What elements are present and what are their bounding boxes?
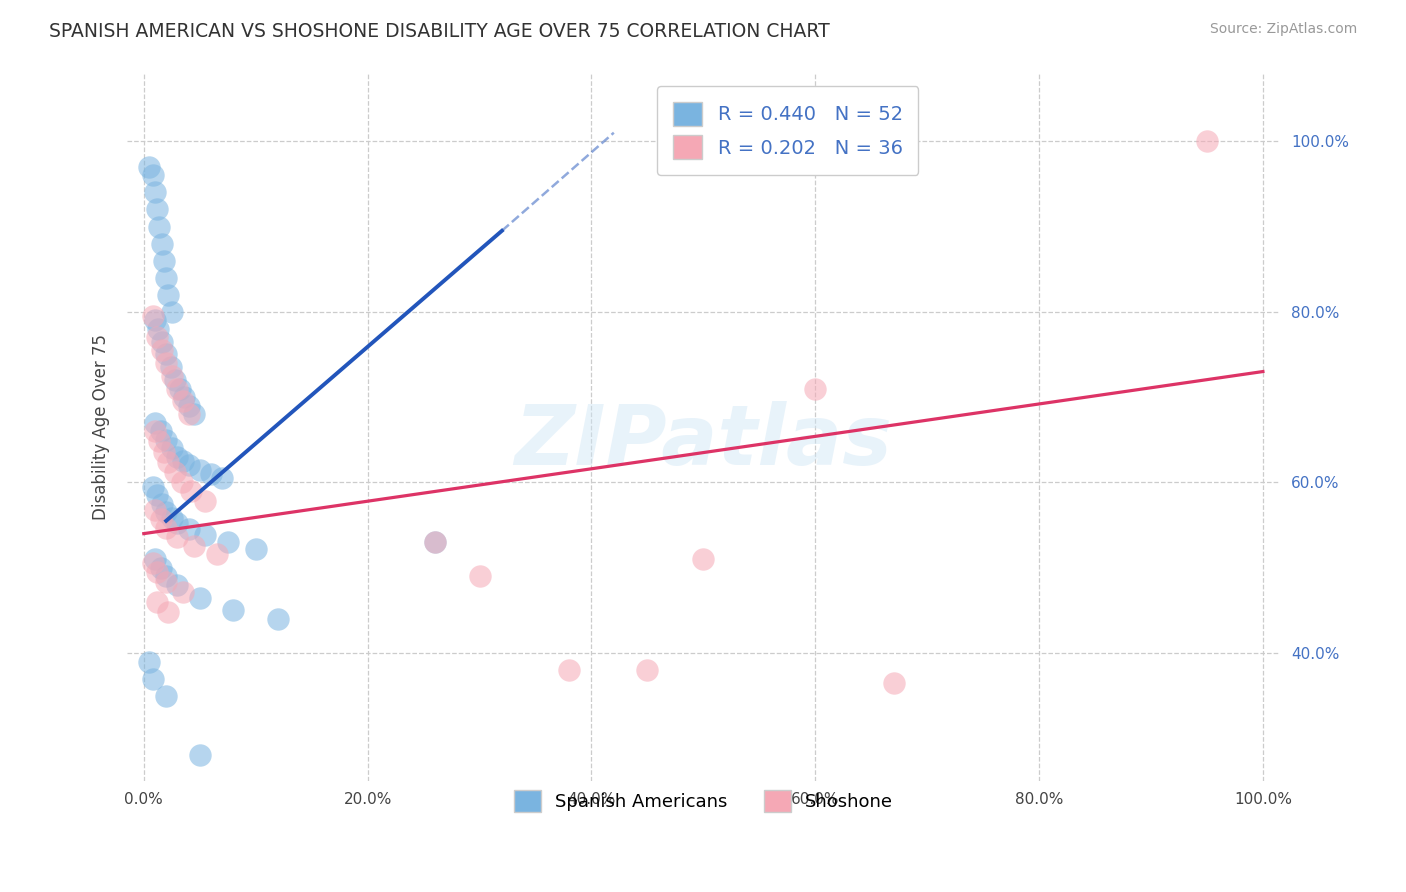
Point	[169, 382, 191, 396]
Point	[146, 565, 169, 579]
Point	[150, 497, 173, 511]
Point	[155, 575, 177, 590]
Point	[142, 480, 165, 494]
Point	[146, 330, 169, 344]
Point	[155, 505, 177, 519]
Point	[150, 343, 173, 358]
Point	[138, 655, 160, 669]
Point	[143, 416, 166, 430]
Point	[157, 605, 180, 619]
Text: Source: ZipAtlas.com: Source: ZipAtlas.com	[1209, 22, 1357, 37]
Point	[166, 382, 188, 396]
Point	[146, 595, 169, 609]
Point	[159, 360, 181, 375]
Point	[149, 512, 172, 526]
Point	[692, 552, 714, 566]
Point	[166, 578, 188, 592]
Point	[172, 454, 194, 468]
Point	[423, 535, 446, 549]
Point	[636, 663, 658, 677]
Point	[165, 373, 187, 387]
Point	[155, 270, 177, 285]
Point	[142, 169, 165, 183]
Point	[160, 368, 183, 383]
Point	[558, 663, 581, 677]
Point	[245, 541, 267, 556]
Point	[188, 748, 211, 763]
Point	[155, 569, 177, 583]
Point	[183, 539, 205, 553]
Point	[146, 202, 169, 217]
Point	[172, 584, 194, 599]
Text: SPANISH AMERICAN VS SHOSHONE DISABILITY AGE OVER 75 CORRELATION CHART: SPANISH AMERICAN VS SHOSHONE DISABILITY …	[49, 22, 830, 41]
Point	[142, 672, 165, 686]
Point	[183, 407, 205, 421]
Point	[138, 160, 160, 174]
Point	[165, 465, 187, 479]
Point	[166, 450, 188, 464]
Point	[142, 309, 165, 323]
Text: ZIPatlas: ZIPatlas	[515, 401, 893, 482]
Point	[150, 236, 173, 251]
Point	[148, 219, 170, 234]
Point	[170, 475, 193, 490]
Point	[177, 399, 200, 413]
Point	[160, 442, 183, 456]
Point	[180, 483, 202, 498]
Point	[173, 390, 195, 404]
Point	[148, 322, 170, 336]
Point	[177, 458, 200, 473]
Point	[194, 494, 217, 508]
Point	[188, 591, 211, 605]
Point	[423, 535, 446, 549]
Point	[157, 287, 180, 301]
Point	[143, 313, 166, 327]
Point	[153, 253, 176, 268]
Point	[143, 552, 166, 566]
Point	[200, 467, 222, 481]
Point	[804, 382, 827, 396]
Point	[150, 334, 173, 349]
Point	[149, 560, 172, 574]
Point	[143, 502, 166, 516]
Point	[166, 516, 188, 531]
Point	[155, 433, 177, 447]
Point	[155, 347, 177, 361]
Point	[267, 612, 290, 626]
Point	[177, 522, 200, 536]
Point	[157, 455, 180, 469]
Point	[1195, 134, 1218, 148]
Point	[149, 424, 172, 438]
Point	[172, 394, 194, 409]
Point	[177, 407, 200, 421]
Point	[160, 305, 183, 319]
Point	[153, 444, 176, 458]
Legend: Spanish Americans, Shoshone: Spanish Americans, Shoshone	[501, 778, 905, 825]
Point	[188, 463, 211, 477]
Point	[222, 603, 245, 617]
Point	[166, 530, 188, 544]
Point	[160, 511, 183, 525]
Point	[143, 186, 166, 200]
Point	[146, 488, 169, 502]
Point	[155, 689, 177, 703]
Y-axis label: Disability Age Over 75: Disability Age Over 75	[93, 334, 110, 520]
Point	[211, 471, 233, 485]
Point	[468, 569, 491, 583]
Point	[148, 434, 170, 449]
Point	[217, 535, 239, 549]
Point	[142, 557, 165, 571]
Point	[155, 356, 177, 370]
Point	[205, 547, 228, 561]
Point	[194, 528, 217, 542]
Point	[155, 521, 177, 535]
Point	[143, 424, 166, 438]
Point	[883, 676, 905, 690]
